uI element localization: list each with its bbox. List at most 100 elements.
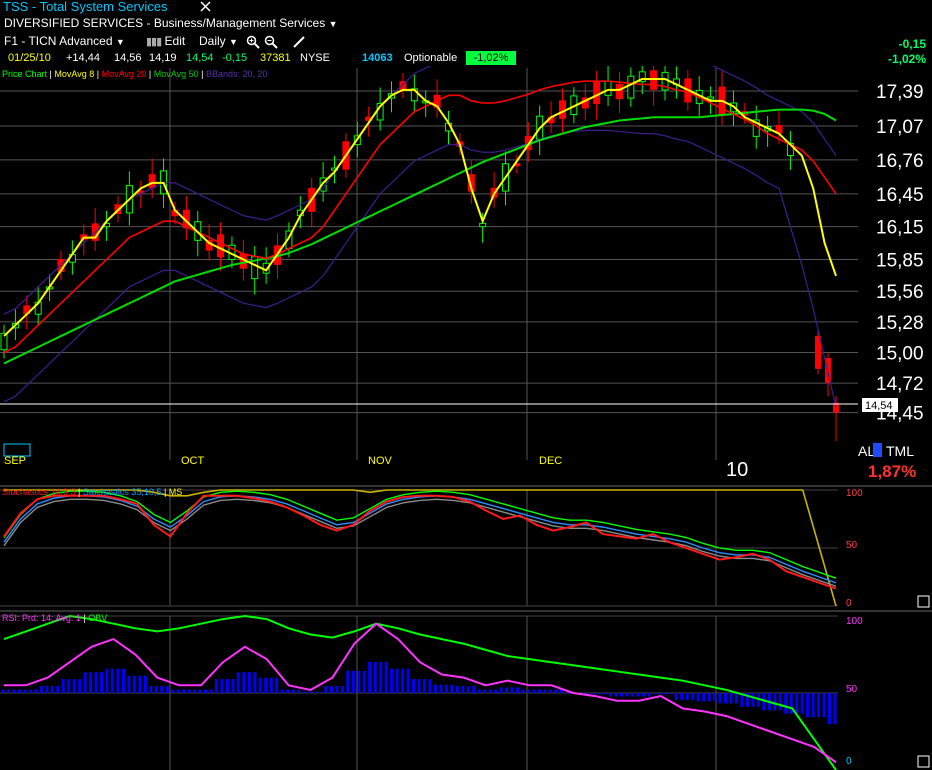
obv-bar [23, 689, 27, 693]
obv-bar [176, 689, 180, 693]
obv-bar [319, 691, 323, 693]
obv-bar [132, 675, 136, 693]
rsi-settings-icon[interactable] [917, 755, 930, 768]
sector-selector[interactable]: DIVERSIFIED SERVICES - Business/Manageme… [4, 16, 338, 30]
obv-bar [346, 670, 350, 693]
legend-rsi: RSI: Prd: 14; Avg: 1 [2, 613, 81, 623]
price-tick-label: 15,00 [876, 343, 924, 364]
legend-ms: MS [169, 487, 183, 497]
quote-volume: 37381 [260, 52, 291, 64]
obv-bar [806, 693, 810, 718]
rsi-line [4, 622, 837, 764]
obv-bar [50, 686, 54, 693]
zoom-in-icon[interactable] [246, 35, 260, 49]
legend-movavg20: MovAvg 20 [102, 69, 147, 79]
price-tick-label: 15,28 [876, 313, 924, 334]
obv-bar [521, 689, 525, 693]
obv-bar [110, 668, 114, 693]
chart-area[interactable]: 17,39 17,07 16,76 16,45 16,15 15,85 15,56 15,28… [0, 66, 932, 770]
obv-bar [12, 689, 16, 693]
obv-bar [423, 679, 426, 693]
stoch-settings-icon[interactable] [917, 595, 930, 608]
candle-body [593, 81, 601, 105]
period-selector[interactable]: Daily ▼ [199, 34, 238, 48]
stoch-fast-line [3, 494, 837, 590]
edit-button[interactable]: ▮▮▮ Edit [146, 34, 185, 48]
obv-bar [663, 693, 667, 695]
obv-bar [105, 668, 109, 693]
stoch-slow-green-line [3, 490, 837, 579]
legend-price-chart: Price Chart [2, 69, 48, 79]
obv-bar [735, 693, 739, 704]
obv-bar [72, 679, 76, 693]
candle-body [833, 402, 839, 413]
candle-body [615, 83, 623, 100]
obv-bar [258, 677, 262, 693]
obv-bar [340, 686, 344, 693]
obv-bar [264, 677, 268, 693]
obv-bar [647, 693, 651, 697]
obv-bar [368, 661, 372, 693]
obv-bar [680, 693, 684, 700]
obv-bar [450, 684, 454, 693]
month-label-year: 10 [726, 459, 748, 481]
obv-bar [193, 689, 197, 693]
obv-bar [674, 693, 678, 700]
stoch-slow-line [3, 498, 837, 587]
obv-bar [800, 693, 804, 714]
bband-lower [3, 129, 837, 408]
obv-bar [182, 689, 186, 693]
obv-bar [121, 668, 125, 693]
obv-bar [598, 693, 602, 695]
obv-bar [209, 689, 213, 693]
obv-bar [236, 672, 240, 693]
candle-body [479, 222, 487, 228]
edit-label: Edit [164, 34, 186, 48]
obv-bar [614, 693, 618, 697]
obv-bar [554, 689, 558, 693]
zoom-out-icon[interactable] [264, 35, 278, 49]
quote-low: 14,19 [149, 52, 177, 64]
obv-bar [811, 693, 815, 718]
price-tick-label: 16,15 [876, 218, 924, 239]
obv-bar [620, 693, 624, 697]
obv-bar [100, 672, 104, 693]
obv-bar [143, 675, 147, 693]
obv-bar [1, 689, 5, 693]
obv-bar [280, 689, 284, 693]
stoch-tick-0: 0 [846, 598, 852, 609]
obv-bar [822, 693, 826, 718]
obv-bar [61, 679, 65, 693]
obv-bar [696, 693, 700, 702]
obv-bar [466, 686, 470, 693]
obv-bar [587, 693, 591, 695]
obv-line [3, 614, 837, 770]
candle-body [650, 70, 658, 90]
stoch-slow-blue-line [3, 495, 837, 584]
layout-selector[interactable]: F1 - TICN Advanced ▼ [4, 34, 125, 48]
draw-line-icon[interactable] [292, 35, 306, 49]
obv-bar [724, 693, 728, 704]
rsi-tick-50: 50 [846, 684, 858, 695]
obv-bar [269, 677, 273, 693]
obv-bar [313, 691, 317, 693]
obv-bar [630, 693, 634, 697]
price-tick-label: 16,45 [876, 185, 924, 206]
obv-bar [154, 686, 158, 693]
obv-bar [565, 693, 569, 694]
obv-bar [335, 686, 339, 693]
obv-bar [198, 689, 202, 693]
stoch-legend: Stochastics 14,3,3 | Stochastics 35,10,5… [2, 487, 182, 497]
chevron-down-icon: ▼ [229, 37, 238, 47]
period-label: Daily [199, 34, 226, 48]
price-tick-label: 16,76 [876, 151, 924, 172]
obv-bar [56, 686, 60, 693]
obv-bar [483, 689, 487, 693]
obv-bar [242, 672, 246, 693]
candle-body [707, 96, 715, 100]
close-icon[interactable] [200, 1, 211, 12]
legend-movavg50: MovAvg 50 [154, 69, 199, 79]
price-tick-label: 17,07 [876, 117, 924, 138]
obv-bar [149, 686, 153, 693]
obv-bar [455, 686, 459, 693]
